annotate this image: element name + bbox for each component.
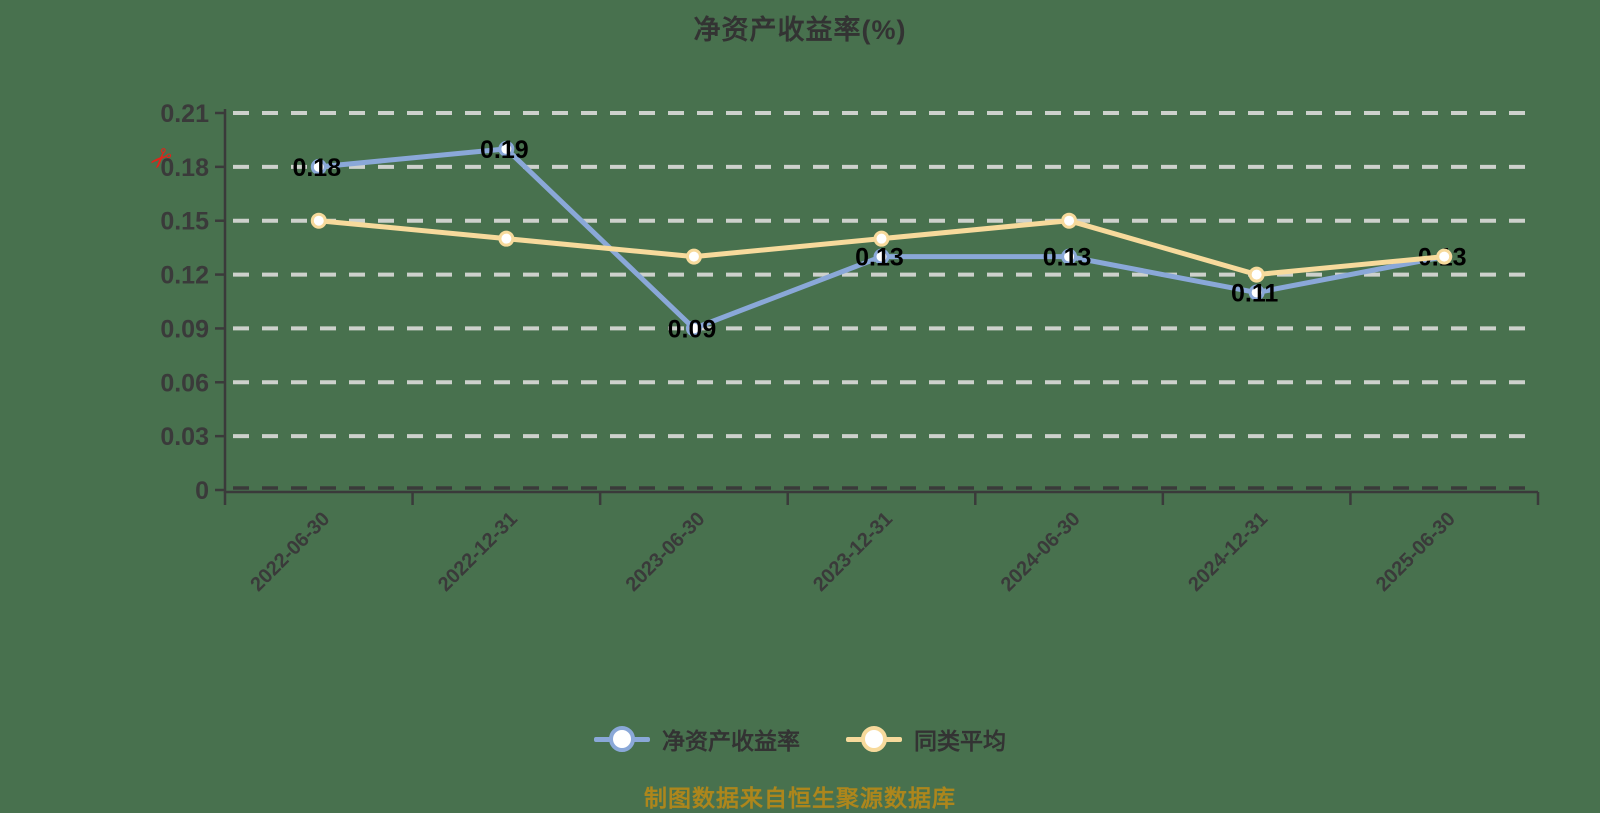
- data-point-1: [310, 212, 327, 229]
- data-point-1: [1248, 266, 1265, 283]
- data-point-0: [1061, 248, 1078, 265]
- y-tick-label: 0: [195, 477, 209, 505]
- data-point-1: [685, 248, 702, 265]
- x-axis-label: 2022-12-31: [434, 508, 522, 596]
- x-axis-label: 2023-06-30: [622, 508, 710, 596]
- x-axis-label: 2023-12-31: [809, 508, 897, 596]
- y-tick-label: 0.09: [160, 315, 209, 343]
- data-point-1: [873, 230, 890, 247]
- data-point-1: [1436, 248, 1453, 265]
- x-axis-label: 2025-06-30: [1372, 508, 1460, 596]
- legend-item-roe[interactable]: 净资产收益率: [594, 722, 800, 756]
- data-point-label: 0.09: [668, 315, 717, 343]
- legend-label-roe: 净资产收益率: [662, 728, 800, 754]
- data-point-label: 0.13: [1043, 244, 1092, 272]
- x-axis-label: 2024-06-30: [997, 508, 1085, 596]
- data-point-0: [1248, 284, 1265, 301]
- data-point-0: [873, 248, 890, 265]
- x-axis-label: 2024-12-31: [1184, 508, 1272, 596]
- data-point-1: [1061, 212, 1078, 229]
- data-point-label: 0.11: [1231, 280, 1278, 308]
- legend-marker-blue-icon: [594, 726, 650, 752]
- data-point-0: [310, 158, 327, 175]
- data-point-0: [685, 320, 702, 337]
- data-source-caption: 制图数据来自恒生聚源数据库: [644, 785, 956, 811]
- legend-item-peer-average[interactable]: 同类平均: [846, 722, 1006, 756]
- y-tick-label: 0.03: [160, 423, 209, 451]
- y-tick-label: 0.18: [160, 154, 209, 182]
- data-point-label: 0.19: [480, 136, 529, 164]
- data-point-1: [498, 230, 515, 247]
- legend-marker-yellow-icon: [846, 726, 902, 752]
- chart-title: 净资产收益率(%): [693, 15, 907, 45]
- data-point-label: 0.13: [855, 244, 904, 272]
- y-tick-label: 0.06: [160, 369, 209, 397]
- chart-legend: 净资产收益率 同类平均: [0, 722, 1600, 756]
- legend-label-peer-average: 同类平均: [914, 728, 1006, 754]
- y-tick-label: 0.15: [160, 208, 209, 236]
- y-tick-label: 0.12: [160, 262, 209, 290]
- data-point-label: 0.18: [292, 154, 341, 182]
- y-tick-label: 0.21: [160, 100, 209, 128]
- x-axis-label: 2022-06-30: [246, 508, 334, 596]
- data-point-0: [498, 140, 515, 157]
